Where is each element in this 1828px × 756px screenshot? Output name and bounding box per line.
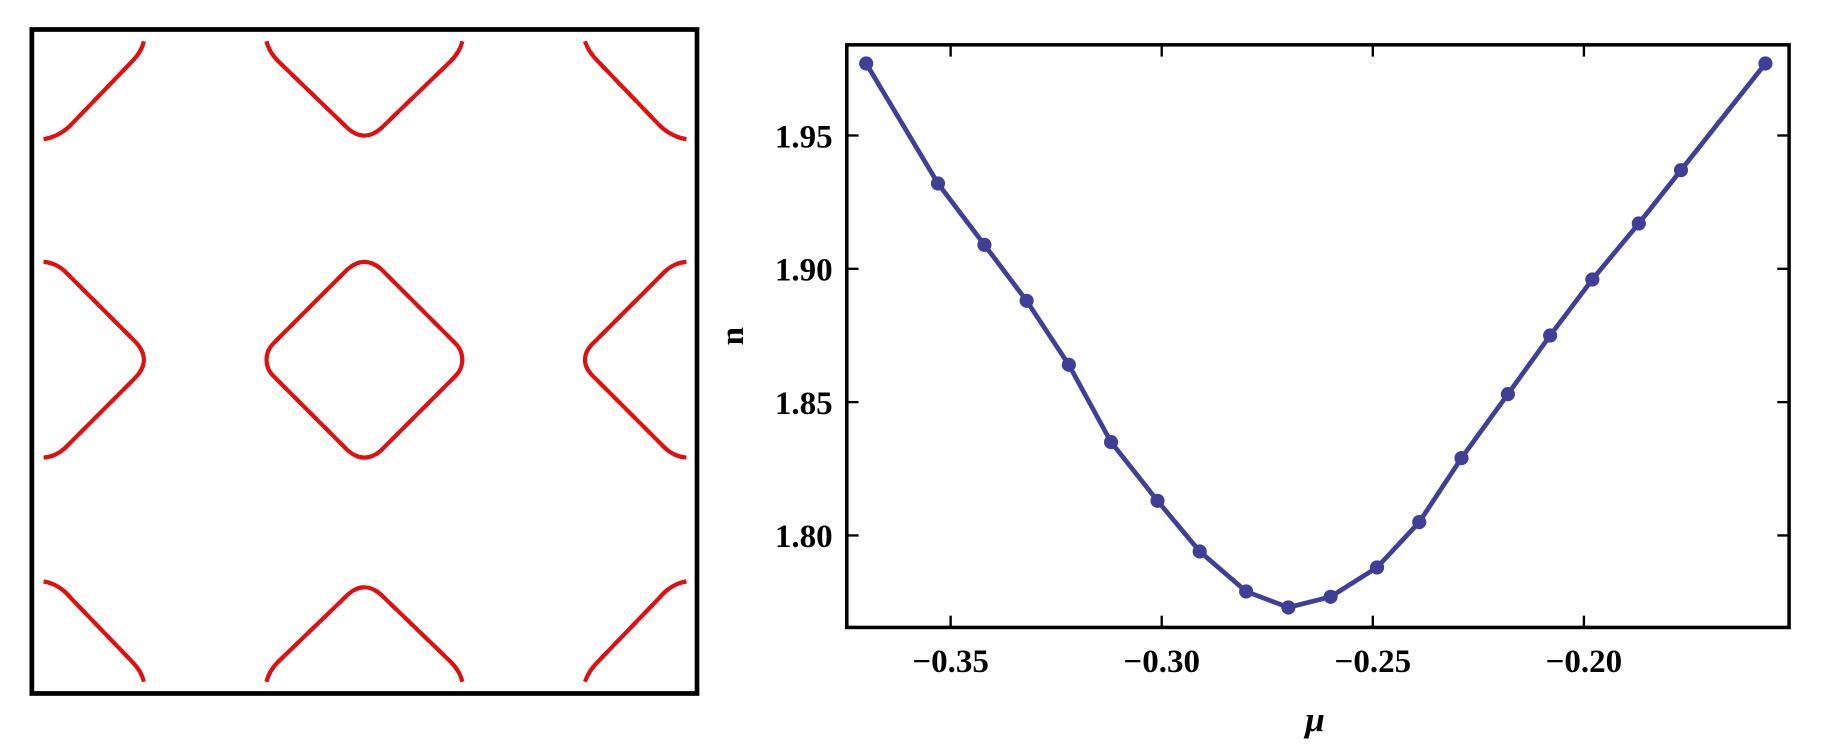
data-point [1323,589,1338,604]
y-tick-label: 1.90 [775,253,833,289]
data-point [1281,600,1296,615]
contour-red [43,40,687,683]
data-point [1369,560,1385,575]
data-point [977,237,992,252]
panel-frame [29,27,700,696]
x-tick-label: −0.30 [1123,644,1200,680]
data-point [1631,216,1646,231]
x-axis-label: μ [1303,699,1325,739]
data-point [1454,451,1469,466]
y-tick-label: 1.85 [775,386,833,422]
y-axis-label: n [715,327,751,345]
y-tick-label: 1.95 [775,119,833,155]
x-tick-label: −0.25 [1335,644,1412,680]
data-point [1192,544,1207,559]
data-point [859,56,874,71]
data-point [1061,357,1076,372]
contours [44,41,687,681]
data-point [1673,163,1689,178]
data-point [1585,272,1600,287]
line-panel: μ n −0.35 −0.30 −0.25 −0.20 1.80 1.85 1.90 1.95 [715,43,1791,739]
data-point [1758,56,1773,71]
data-point [1412,515,1427,530]
x-tick-label: −0.20 [1546,644,1623,680]
data-point [930,176,946,191]
y-tick-label: 1.80 [775,519,833,555]
data-point [1103,435,1119,450]
data-line [864,62,1768,610]
data-point [1239,584,1254,599]
fermi-surface-panel [29,27,700,696]
data-point [1150,493,1165,508]
data-point [1500,387,1515,402]
data-point [1019,293,1034,308]
x-tick-label: −0.35 [912,644,989,680]
plot-frame [845,43,1791,630]
data-point [1543,328,1558,343]
